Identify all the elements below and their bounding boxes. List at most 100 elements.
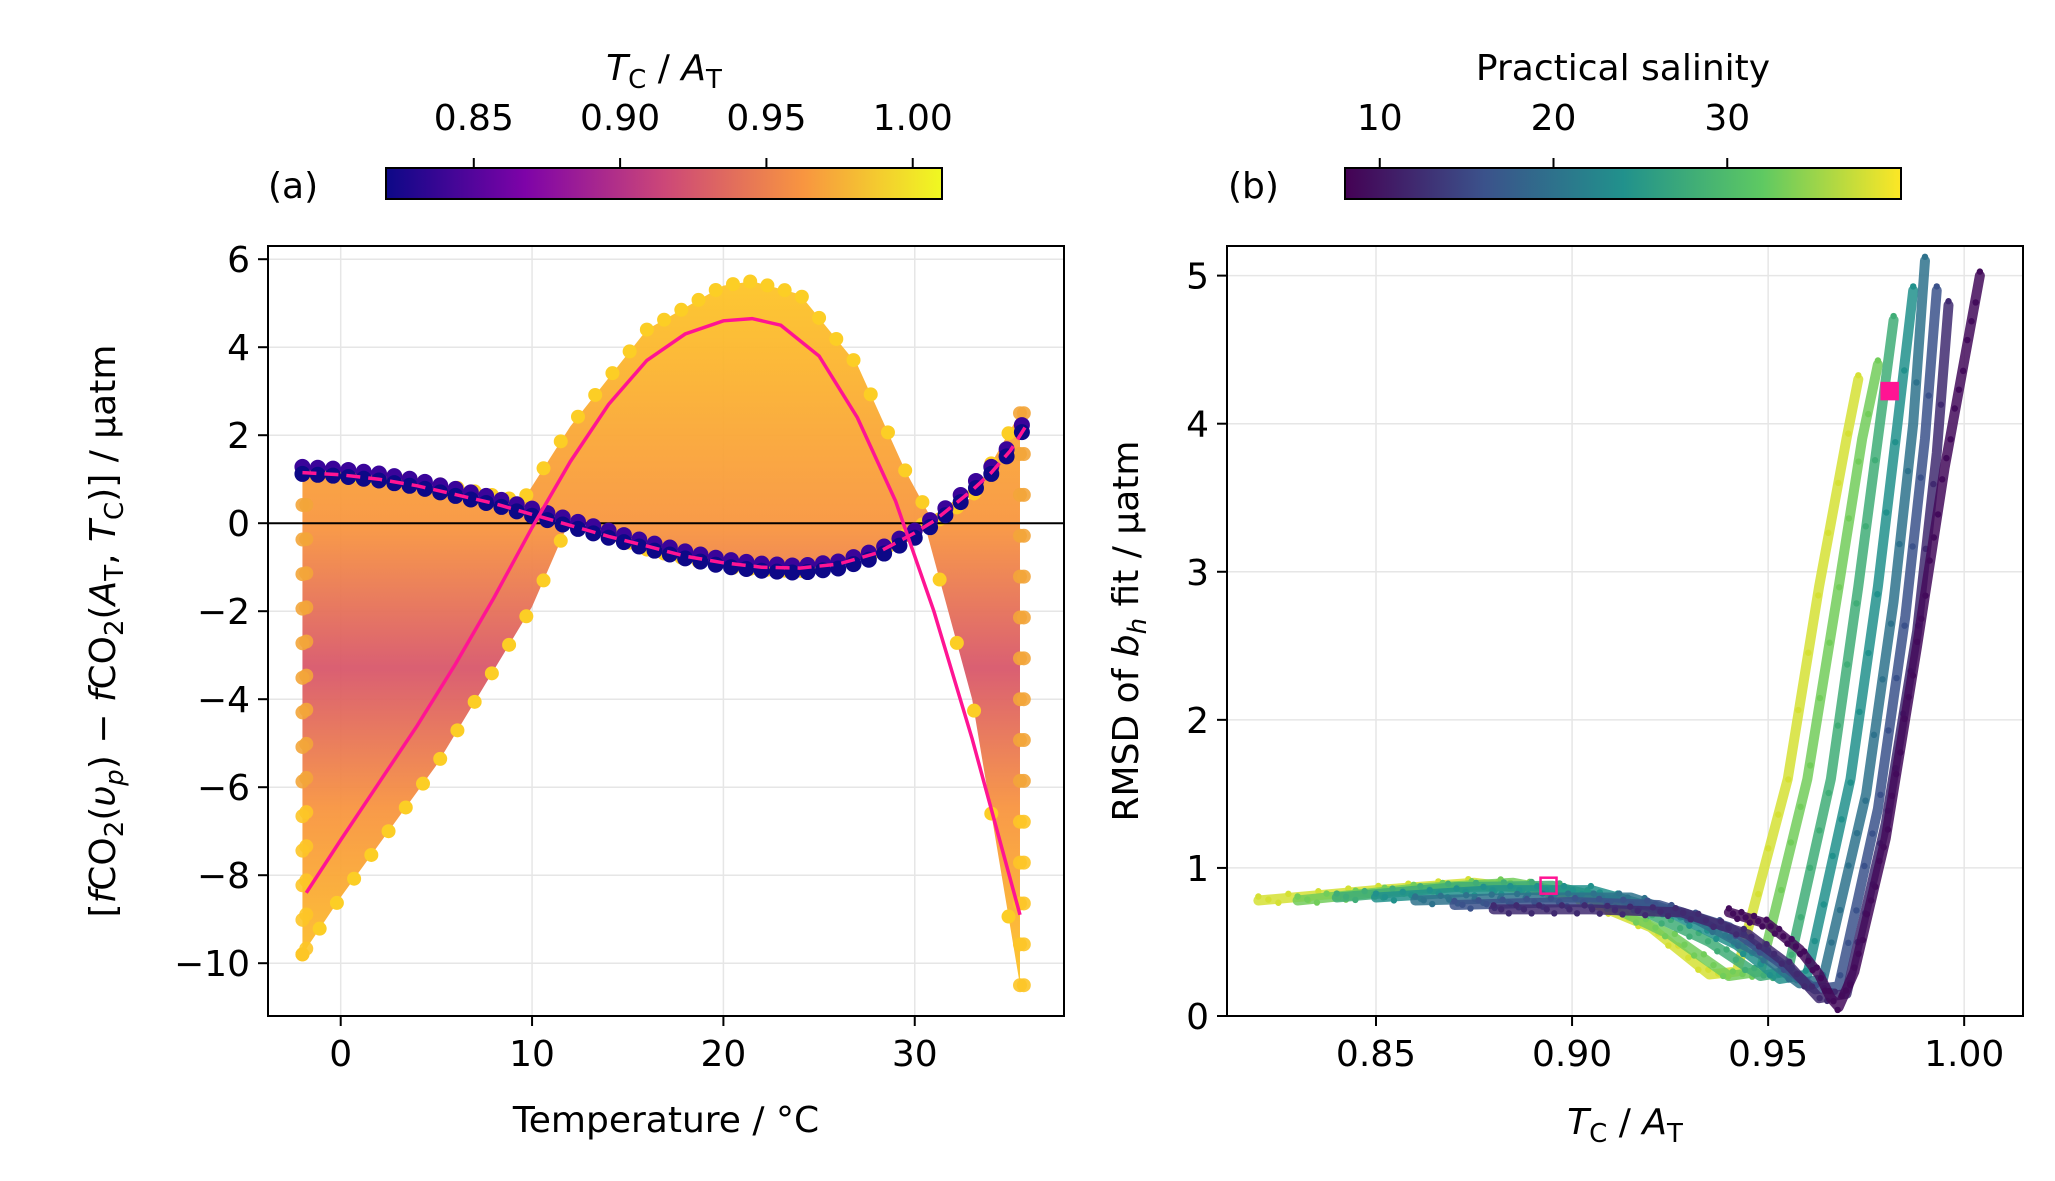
envelope-edge-dot xyxy=(1016,406,1031,421)
salinity-dot xyxy=(1734,915,1741,923)
salinity-dot xyxy=(1725,924,1732,932)
salinity-dot xyxy=(1855,950,1862,958)
salinity-dot xyxy=(1888,792,1896,800)
envelope-edge-dot xyxy=(299,736,314,751)
y-axis-label-b: RMSD of bh fit / µatm xyxy=(1106,441,1153,822)
salinity-dot xyxy=(1859,936,1866,944)
salinity-dot xyxy=(1333,890,1340,897)
salinity-dot xyxy=(1604,902,1611,910)
salinity-dot xyxy=(1732,956,1740,963)
salinity-dot xyxy=(1943,454,1950,462)
y-tick-label-a: −10 xyxy=(174,944,250,985)
salinity-dot xyxy=(1855,458,1862,465)
salinity-dot xyxy=(1543,906,1550,913)
salinity-dot xyxy=(1700,951,1708,958)
salinity-dot xyxy=(1676,925,1684,932)
envelope-dot-upper xyxy=(570,409,585,424)
salinity-dot xyxy=(1845,515,1853,522)
low-ratio-dot xyxy=(891,537,908,554)
salinity-dot xyxy=(1611,906,1619,914)
salinity-dot xyxy=(1657,908,1664,915)
salinity-dot xyxy=(1453,885,1460,892)
envelope-dot-lower xyxy=(433,751,448,766)
salinity-dot xyxy=(1926,557,1933,564)
colorbar-tick-label-b: 10 xyxy=(1357,98,1403,139)
envelope-dot-upper xyxy=(812,310,827,325)
salinity-dot xyxy=(1867,897,1875,904)
salinity-dot xyxy=(1569,886,1577,894)
salinity-dot xyxy=(1897,749,1904,756)
ticks-b: 0.85 0.90 0.95 1.00 0 1 2 3 4 5 xyxy=(1186,257,2004,1075)
salinity-dot xyxy=(1551,910,1558,917)
envelope-edge-dot xyxy=(1016,569,1031,584)
low-ratio-dot xyxy=(401,477,418,494)
y-tick-label-b: 1 xyxy=(1186,849,1209,890)
salinity-dot xyxy=(1490,902,1497,909)
salinity-dot xyxy=(1816,827,1823,834)
envelope-edge-dot xyxy=(1016,528,1031,543)
salinity-dot xyxy=(1275,899,1282,906)
salinity-dot xyxy=(1626,903,1634,910)
envelope-dot-upper xyxy=(605,366,620,381)
salinity-dot xyxy=(1499,896,1506,903)
envelope-dot-upper xyxy=(743,274,758,289)
salinity-dot xyxy=(1901,715,1908,723)
salinity-dot xyxy=(1817,975,1825,982)
low-ratio-series xyxy=(294,417,1030,581)
salinity-dot xyxy=(1921,253,1929,261)
low-ratio-dot xyxy=(631,538,648,555)
envelope-edge-dot xyxy=(1016,773,1031,788)
envelope-dot-upper xyxy=(880,425,895,440)
salinity-dot xyxy=(1945,298,1952,305)
envelope-dot-lower xyxy=(1001,909,1016,924)
low-ratio-dot xyxy=(615,534,632,551)
salinity-dot xyxy=(1874,357,1882,364)
salinity-dot xyxy=(1672,904,1679,912)
salinity-dot xyxy=(1805,957,1812,964)
x-tick-label-a: 10 xyxy=(509,1034,555,1075)
salinity-dot xyxy=(1528,878,1535,886)
salinity-dot xyxy=(1740,925,1748,933)
salinity-dot xyxy=(1874,591,1881,598)
salinity-dot xyxy=(1922,592,1929,599)
envelope-dot-lower xyxy=(467,694,482,709)
envelope-edge-dot xyxy=(1016,692,1031,707)
salinity-dot xyxy=(1851,964,1858,971)
salinity-dot xyxy=(1802,967,1809,974)
salinity-dot xyxy=(1955,386,1963,393)
envelope-edge-dot xyxy=(1016,487,1031,502)
envelope-dot-lower xyxy=(347,871,362,886)
salinity-dot xyxy=(1620,896,1627,903)
envelope-edge-dot xyxy=(1016,447,1031,462)
envelope-dot-upper xyxy=(553,434,568,449)
salinity-dot xyxy=(1862,523,1869,530)
envelope-edge-dot xyxy=(1016,896,1031,911)
salinity-dot xyxy=(1834,722,1842,729)
salinity-dot xyxy=(1426,886,1433,894)
salinity-dot xyxy=(1879,676,1886,683)
envelope-dot-lower xyxy=(502,637,517,652)
salinity-dot xyxy=(1778,960,1785,967)
envelope-edge-dot xyxy=(299,702,314,717)
salinity-dot xyxy=(1723,946,1730,953)
salinity-dot xyxy=(1472,879,1480,887)
x-tick-label-b: 1.00 xyxy=(1924,1034,2004,1075)
salinity-dot xyxy=(1815,592,1822,599)
fit-curve-dashed xyxy=(302,425,1028,570)
envelope-dot-upper xyxy=(519,488,534,503)
salinity-dot xyxy=(1738,908,1745,916)
salinity-dot xyxy=(1777,886,1785,894)
y-tick-label-a: −6 xyxy=(197,768,250,809)
salinity-dot xyxy=(1786,958,1793,966)
envelope-edge-dot xyxy=(299,600,314,615)
salinity-dot xyxy=(1686,922,1693,929)
salinity-dot xyxy=(1930,534,1938,541)
x-tick-label-a: 20 xyxy=(700,1034,746,1075)
salinity-dot xyxy=(1710,923,1717,931)
salinity-dot xyxy=(1420,897,1427,904)
panel-b: 0.85 0.90 0.95 1.00 0 1 2 3 4 5 TC / AT RMSD of b… xyxy=(1106,48,2024,1149)
envelope-dot-upper xyxy=(639,322,654,337)
salinity-dot xyxy=(1587,882,1595,890)
salinity-dot xyxy=(1951,405,1958,412)
salinity-dot xyxy=(1884,826,1892,833)
